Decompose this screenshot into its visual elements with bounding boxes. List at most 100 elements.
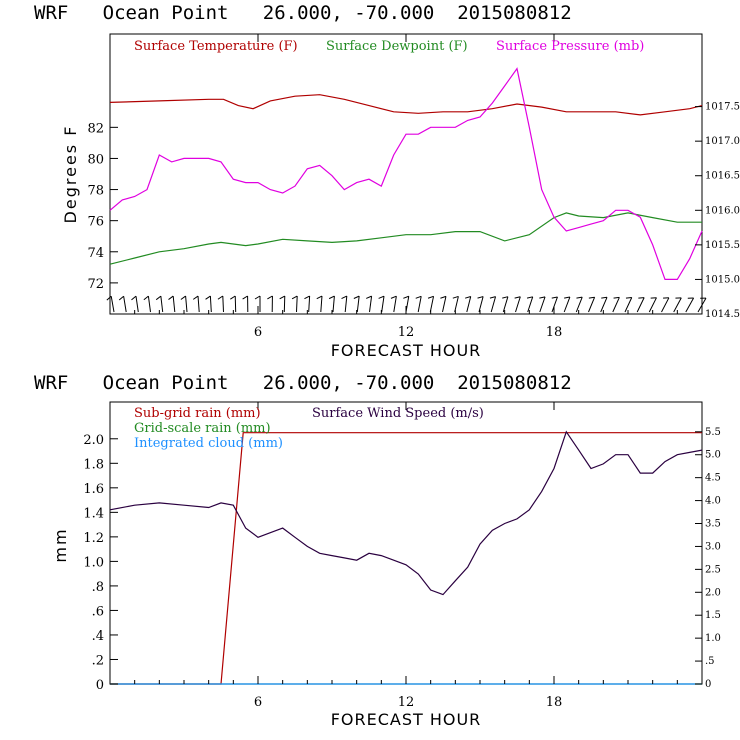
wind-barb [192,295,200,313]
panel2-series-sub-grid-rain-mm [110,432,702,685]
wind-barb [143,295,151,313]
panel1-right-tick-label: 1017.0 [705,136,740,147]
wind-barb [155,295,164,313]
wind-barb [539,296,546,313]
wind-barb [697,297,707,313]
wind-barb [464,296,472,313]
wind-barb [661,297,670,313]
legend-subgrid-rain: Sub-grid rain (mm) [134,406,261,421]
wind-barb [328,295,335,313]
legend-gridscale-rain: Grid-scale rain (mm) [134,421,271,436]
wind-barb [180,295,188,313]
panel2-ytick-label: .8 [92,580,104,595]
wind-barb [489,296,497,313]
panel2-xtick-label: 12 [398,695,415,710]
panel2-xtick-label: 6 [254,695,262,710]
panel2-ylabel: mm [51,527,70,562]
wind-barb [685,297,695,313]
panel1-ytick-label: 76 [87,215,104,230]
panel1-frame [109,33,703,315]
wind-barb [217,295,224,313]
wind-barb [612,296,620,313]
panel2-ytick-label: 1.8 [83,457,104,472]
wind-barb [378,295,385,313]
legend-temperature: Surface Temperature (F) [134,39,298,54]
panel1-series-surface-dewpoint-f [109,212,702,265]
panel2-axes: 6 12 18 0 .2 .4 .6 .8 1.0 1.2 1.4 1.6 1.8 2.0 0 .5 1.0 1.… [83,402,721,710]
panel1-xtick-label: 12 [398,325,415,340]
wind-barb [353,295,360,313]
panel2-right-tick-label: 3.0 [705,541,721,552]
panel2-ytick-label: 1.0 [83,555,104,570]
panel2-right-tick-label: 4.5 [705,473,721,484]
wind-barb [636,297,645,313]
panel1-ylabel: Degrees F [61,125,80,224]
wind-barb [477,296,484,313]
panel2-right-tick-label: 5.0 [705,450,721,461]
wind-barb [168,295,176,313]
panel1-xlabel: FORECAST HOUR [331,341,482,360]
panel2-series-surface-wind-speed-m-s [109,430,703,596]
wind-barb [648,297,657,313]
panel2-right-tick-label: 3.5 [705,519,721,530]
panel2-right-tick-label: 5.5 [705,427,721,438]
wind-barb [341,295,348,313]
panel2-ytick-label: 0 [96,678,104,693]
panel1-right-tick-label: 1016.5 [705,171,740,182]
panel1-right-tick-label: 1015.0 [705,274,740,285]
panel2-right-tick-label: 1.0 [705,633,721,644]
legend-pressure: Surface Pressure (mb) [496,39,644,54]
panel1-wind-barbs [106,295,707,313]
panel2-right-tick-label: 2.0 [705,587,721,598]
wind-barb [588,296,596,313]
wind-barb [427,295,435,313]
wind-barb [502,296,509,313]
panel1-right-tick-label: 1014.5 [705,309,740,320]
panel2-series-group [109,430,703,685]
panel1-ytick-label: 74 [87,246,104,261]
wind-barb [304,295,311,313]
panel2-right-tick-label: .5 [705,656,715,667]
wind-barb [291,295,298,313]
panel2-xlabel: FORECAST HOUR [331,710,482,729]
panel2-right-tick-label: 0 [705,679,711,690]
wind-barb [390,295,397,313]
wind-barb [673,297,682,313]
panel2-ytick-label: .4 [92,629,104,644]
wind-barb [254,295,261,312]
wind-barb [514,296,521,313]
wind-barb [415,295,422,313]
wind-barb [106,295,115,313]
wind-barb [316,295,323,313]
wind-barb [118,295,127,313]
panel2-ytick-label: 1.4 [83,506,104,521]
wind-barb [131,295,139,313]
wind-barb [366,295,373,313]
panel1-ytick-label: 72 [87,277,104,292]
legend-dewpoint: Surface Dewpoint (F) [326,39,468,54]
wind-barb [526,296,534,313]
panel1-right-tick-label: 1016.0 [705,205,740,216]
panel2-xtick-label: 18 [546,695,563,710]
panel1-series-surface-pressure-mb [109,67,703,280]
wind-barb [600,296,608,313]
panel1-ytick-label: 78 [87,184,104,199]
legend-wind-speed: Surface Wind Speed (m/s) [312,406,484,421]
panel2-title: WRF Ocean Point 26.000, -70.000 20150808… [34,372,572,394]
panel1-right-tick-label: 1015.5 [705,240,740,251]
panel2-right-tick-label: 1.5 [705,610,721,621]
wind-barb [230,295,237,313]
panel1-right-tick-label: 1017.5 [705,102,740,113]
panel1-axes: 6 12 18 72 74 76 78 80 82 1014.5 1015.0 1015.5 1016.… [87,34,740,340]
panel2-right-tick-label: 4.0 [705,496,721,507]
panel2-ytick-label: .2 [92,653,104,668]
panel2-right-tick-label: 2.5 [705,564,721,575]
panel1-series-surface-temperature-f [109,94,703,116]
panel1-ytick-label: 82 [87,121,104,136]
wind-barb [575,296,583,313]
panel2-ytick-label: 1.6 [83,482,104,497]
wind-barb [624,297,633,313]
panel1-xtick-label: 18 [546,325,563,340]
panel2-ytick-label: 2.0 [83,433,104,448]
